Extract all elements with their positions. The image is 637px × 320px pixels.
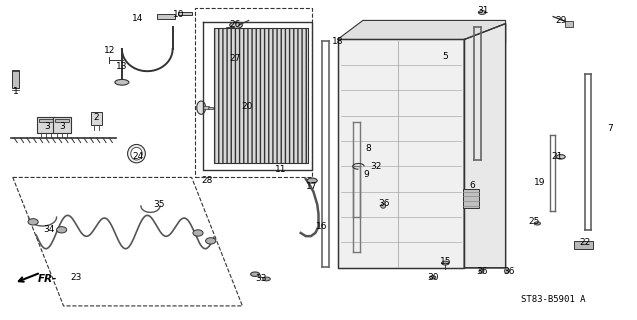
Text: 31: 31 bbox=[478, 6, 489, 15]
Text: 6: 6 bbox=[469, 181, 475, 190]
Text: 34: 34 bbox=[43, 225, 55, 234]
Bar bbox=[37, 117, 55, 133]
Text: 11: 11 bbox=[275, 165, 286, 174]
Ellipse shape bbox=[429, 276, 436, 279]
Text: 8: 8 bbox=[365, 144, 371, 153]
Text: 25: 25 bbox=[529, 217, 540, 226]
Text: 29: 29 bbox=[555, 16, 566, 25]
Text: 18: 18 bbox=[332, 36, 343, 45]
Text: 28: 28 bbox=[202, 176, 213, 185]
Text: 21: 21 bbox=[551, 152, 562, 161]
Text: 22: 22 bbox=[579, 238, 590, 247]
Ellipse shape bbox=[28, 219, 38, 225]
Ellipse shape bbox=[131, 147, 142, 160]
Ellipse shape bbox=[381, 204, 386, 208]
Bar bbox=[565, 21, 573, 28]
Text: 26: 26 bbox=[229, 20, 241, 29]
Text: 20: 20 bbox=[241, 101, 252, 111]
Ellipse shape bbox=[197, 101, 206, 114]
Text: 36: 36 bbox=[476, 267, 488, 276]
Text: 36: 36 bbox=[503, 267, 515, 276]
Bar bbox=[195, 8, 312, 178]
Text: 36: 36 bbox=[378, 199, 390, 208]
Polygon shape bbox=[464, 24, 506, 268]
Ellipse shape bbox=[556, 155, 565, 159]
Text: 24: 24 bbox=[132, 152, 143, 161]
Text: 3: 3 bbox=[44, 122, 50, 131]
Text: 17: 17 bbox=[306, 182, 318, 191]
Text: FR-: FR- bbox=[38, 274, 57, 284]
Text: 15: 15 bbox=[440, 257, 451, 266]
Text: 1: 1 bbox=[13, 87, 18, 96]
Bar bbox=[574, 241, 593, 250]
Text: 33: 33 bbox=[255, 274, 267, 283]
Ellipse shape bbox=[441, 261, 449, 265]
Text: 7: 7 bbox=[607, 124, 613, 133]
Bar bbox=[226, 27, 234, 30]
Text: 35: 35 bbox=[153, 200, 164, 209]
Ellipse shape bbox=[534, 222, 540, 225]
Text: 13: 13 bbox=[116, 62, 127, 71]
Bar bbox=[55, 119, 69, 122]
Text: 27: 27 bbox=[229, 54, 241, 63]
Ellipse shape bbox=[505, 269, 510, 273]
Text: 2: 2 bbox=[94, 113, 99, 122]
Bar bbox=[12, 70, 18, 88]
Ellipse shape bbox=[479, 269, 484, 273]
Ellipse shape bbox=[193, 230, 203, 236]
Ellipse shape bbox=[262, 277, 270, 281]
Ellipse shape bbox=[206, 238, 216, 244]
Text: 10: 10 bbox=[173, 10, 185, 19]
Bar bbox=[39, 119, 53, 122]
Text: 32: 32 bbox=[370, 162, 382, 171]
Ellipse shape bbox=[115, 79, 129, 85]
Text: 9: 9 bbox=[363, 170, 369, 179]
Text: ST83-B5901 A: ST83-B5901 A bbox=[521, 295, 585, 304]
Text: 19: 19 bbox=[533, 178, 545, 187]
Bar bbox=[53, 117, 71, 133]
Ellipse shape bbox=[250, 272, 259, 276]
Polygon shape bbox=[338, 20, 506, 43]
Text: 5: 5 bbox=[443, 52, 448, 61]
Bar bbox=[208, 107, 213, 108]
Text: 16: 16 bbox=[316, 222, 327, 231]
Ellipse shape bbox=[230, 22, 243, 28]
Text: 30: 30 bbox=[427, 273, 438, 282]
Bar bbox=[463, 188, 478, 208]
Text: 14: 14 bbox=[132, 14, 143, 23]
Ellipse shape bbox=[57, 227, 67, 233]
Text: 12: 12 bbox=[104, 46, 115, 55]
Text: 23: 23 bbox=[71, 273, 82, 282]
Polygon shape bbox=[338, 39, 464, 268]
Bar bbox=[178, 12, 192, 15]
Ellipse shape bbox=[127, 144, 145, 163]
Ellipse shape bbox=[478, 11, 486, 14]
Bar bbox=[214, 28, 308, 163]
Bar bbox=[157, 14, 175, 19]
Bar bbox=[203, 106, 210, 109]
Bar bbox=[91, 112, 102, 125]
Text: 3: 3 bbox=[59, 122, 65, 131]
Ellipse shape bbox=[307, 178, 317, 183]
Ellipse shape bbox=[236, 59, 243, 63]
